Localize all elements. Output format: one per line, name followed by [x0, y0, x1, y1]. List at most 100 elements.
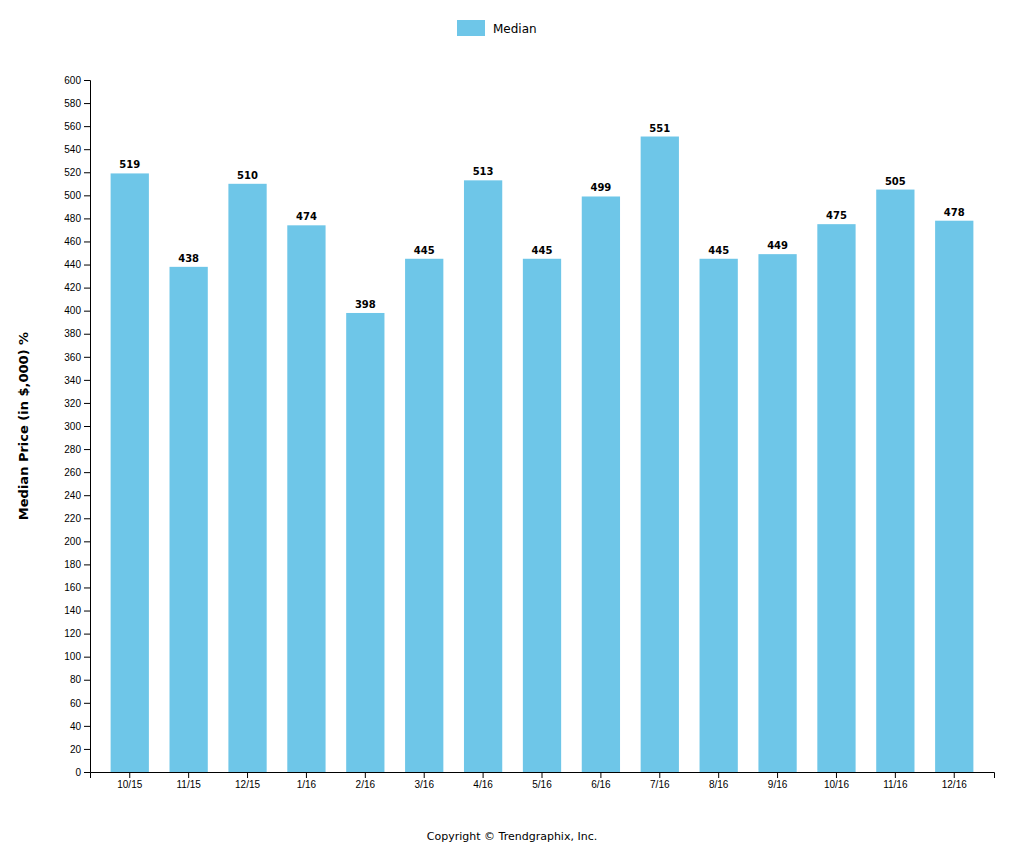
y-tick-label: 320: [64, 398, 81, 409]
y-tick-mark: [84, 541, 90, 542]
y-tick-label: 420: [64, 282, 81, 293]
y-tick: 380: [64, 328, 90, 339]
y-tick: 500: [64, 190, 90, 201]
x-tick: 10/15: [117, 772, 142, 790]
data-label: 475: [826, 210, 847, 221]
y-tick-mark: [84, 703, 90, 704]
x-tick-mark: [129, 772, 130, 778]
y-tick-label: 260: [64, 467, 81, 478]
y-tick-mark: [84, 403, 90, 404]
x-tick-mark: [424, 772, 425, 778]
x-tick-mark: [483, 772, 484, 778]
bar: [287, 225, 325, 772]
y-tick: 520: [64, 167, 90, 178]
y-tick-label: 280: [64, 444, 81, 455]
bar: [582, 196, 620, 772]
y-tick-mark: [84, 634, 90, 635]
bar: [523, 259, 561, 772]
y-tick-label: 600: [64, 75, 81, 86]
y-tick: 320: [64, 398, 90, 409]
legend-label: Median: [493, 22, 537, 36]
bars: [111, 137, 974, 772]
y-tick-mark: [84, 103, 90, 104]
chart-container: 0204060801001201401601802002202402602803…: [0, 0, 1024, 852]
x-tick: 11/15: [176, 772, 201, 790]
bar: [700, 259, 738, 772]
data-label: 445: [708, 245, 729, 256]
x-tick-label: 5/16: [532, 779, 552, 790]
y-tick: 540: [64, 144, 90, 155]
x-tick-label: 2/16: [356, 779, 376, 790]
chart-svg: 0204060801001201401601802002202402602803…: [0, 0, 1024, 852]
x-tick: 5/16: [532, 772, 552, 790]
y-tick: 80: [70, 674, 90, 685]
x-tick-mark: [777, 772, 778, 778]
y-tick-label: 120: [64, 628, 81, 639]
y-tick-mark: [84, 680, 90, 681]
y-tick-mark: [84, 726, 90, 727]
bar: [464, 180, 502, 772]
y-tick-label: 460: [64, 236, 81, 247]
x-tick: 10/16: [824, 772, 849, 790]
bar: [170, 267, 208, 772]
y-tick-label: 380: [64, 328, 81, 339]
data-label: 438: [178, 253, 199, 264]
y-tick-label: 360: [64, 352, 81, 363]
data-label: 499: [590, 182, 611, 193]
legend: Median: [457, 20, 537, 36]
bar: [758, 254, 796, 772]
y-axis: 0204060801001201401601802002202402602803…: [64, 75, 90, 778]
y-tick: 100: [64, 651, 90, 662]
x-tick-label: 8/16: [709, 779, 729, 790]
y-tick-mark: [84, 495, 90, 496]
y-tick-mark: [84, 426, 90, 427]
data-label: 510: [237, 170, 258, 181]
y-tick-mark: [84, 80, 90, 81]
x-tick-label: 11/15: [176, 779, 201, 790]
y-tick-label: 400: [64, 305, 81, 316]
bar: [935, 221, 973, 772]
y-tick-label: 240: [64, 490, 81, 501]
annotation: Copyright © Trendgraphix, Inc.: [427, 830, 597, 843]
plot: 0204060801001201401601802002202402602803…: [64, 75, 994, 790]
y-tick: 160: [64, 582, 90, 593]
y-tick: 200: [64, 536, 90, 547]
y-tick: 60: [70, 698, 90, 709]
data-label: 513: [473, 166, 494, 177]
bar: [876, 190, 914, 772]
y-tick-mark: [84, 126, 90, 127]
y-axis-line: [84, 81, 91, 773]
x-tick: 12/15: [235, 772, 260, 790]
x-tick: 6/16: [591, 772, 611, 790]
data-label: 505: [885, 176, 906, 187]
y-tick-label: 60: [70, 698, 82, 709]
y-tick: 300: [64, 421, 90, 432]
data-label: 449: [767, 240, 788, 251]
y-tick: 360: [64, 352, 90, 363]
y-tick-mark: [84, 334, 90, 335]
y-tick-mark: [84, 357, 90, 358]
y-tick-label: 540: [64, 144, 81, 155]
y-tick-mark: [84, 449, 90, 450]
x-tick: 2/16: [356, 772, 376, 790]
x-axis-line: [91, 773, 995, 779]
y-tick-mark: [84, 587, 90, 588]
x-tick-mark: [542, 772, 543, 778]
x-tick: 9/16: [768, 772, 788, 790]
y-tick: 180: [64, 559, 90, 570]
x-tick-label: 3/16: [414, 779, 434, 790]
y-tick-label: 180: [64, 559, 81, 570]
y-tick-label: 560: [64, 121, 81, 132]
y-tick-label: 500: [64, 190, 81, 201]
y-tick-mark: [84, 749, 90, 750]
y-tick-label: 520: [64, 167, 81, 178]
y-tick: 40: [70, 721, 90, 732]
data-label: 445: [532, 245, 553, 256]
y-tick: 600: [64, 75, 90, 86]
y-tick: 20: [70, 744, 90, 755]
x-tick-mark: [659, 772, 660, 778]
data-label: 474: [296, 211, 317, 222]
bar: [346, 313, 384, 772]
y-tick-label: 100: [64, 651, 81, 662]
x-tick-label: 1/16: [297, 779, 317, 790]
